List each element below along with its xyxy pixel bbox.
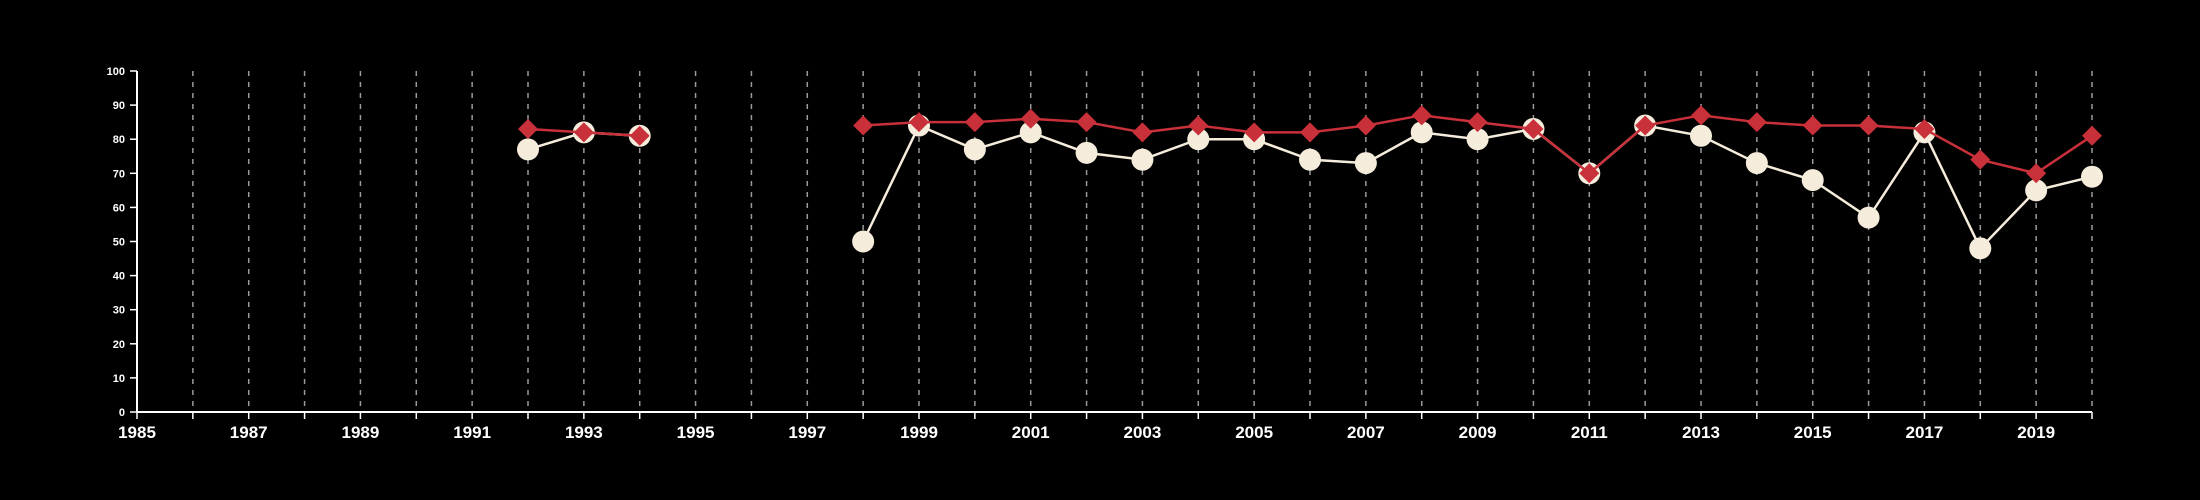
y-tick-label: 100 — [107, 66, 125, 78]
y-tick-label: 20 — [113, 339, 125, 351]
x-tick-label: 2009 — [1459, 423, 1497, 442]
x-tick-label: 1989 — [342, 423, 380, 442]
y-tick-label: 0 — [119, 407, 125, 419]
data-point-diamond — [1020, 108, 1041, 129]
data-point-circle — [2025, 179, 2048, 202]
data-point-circle — [1075, 141, 1098, 164]
x-tick-label: 2013 — [1682, 423, 1720, 442]
x-tick-label: 2005 — [1235, 423, 1273, 442]
series-diamond — [518, 105, 2102, 184]
data-point-diamond — [1746, 112, 1767, 133]
data-point-circle — [1969, 237, 1992, 260]
data-point-diamond — [1188, 115, 1209, 136]
data-point-diamond — [1579, 163, 1600, 184]
x-tick-label: 1987 — [230, 423, 268, 442]
data-point-circle — [852, 230, 875, 253]
y-tick-label: 30 — [113, 305, 125, 317]
data-point-circle — [963, 138, 986, 161]
data-point-diamond — [1076, 112, 1097, 133]
x-tick-label: 1993 — [565, 423, 603, 442]
data-point-diamond — [1244, 122, 1265, 143]
x-tick-label: 1995 — [677, 423, 715, 442]
data-point-diamond — [518, 118, 538, 139]
y-tick-label: 70 — [113, 168, 125, 180]
x-tick-label: 2011 — [1571, 423, 1608, 442]
data-point-diamond — [629, 125, 650, 146]
data-point-diamond — [1467, 112, 1488, 133]
data-point-circle — [1187, 128, 1210, 151]
x-tick-label: 1985 — [118, 423, 156, 442]
data-point-circle — [1354, 152, 1377, 175]
data-point-circle — [1857, 206, 1880, 229]
x-tick-label: 2007 — [1347, 423, 1385, 442]
data-point-circle — [1019, 121, 1042, 144]
x-tick-label: 2001 — [1012, 423, 1050, 442]
y-tick-label: 50 — [113, 237, 125, 249]
data-point-diamond — [1858, 115, 1879, 136]
data-point-diamond — [573, 122, 594, 143]
data-point-diamond — [1132, 122, 1153, 143]
data-point-circle — [2081, 165, 2103, 188]
series-circle — [517, 114, 2103, 260]
x-tick-label: 1997 — [788, 423, 826, 442]
data-point-diamond — [1355, 115, 1376, 136]
data-point-diamond — [964, 112, 985, 133]
data-point-circle — [1745, 152, 1768, 175]
axes: 0 10 20 30 40 50 60 70 80 90 100 1985 1987 1989 1991 19… — [107, 66, 2093, 442]
data-point-circle — [1131, 148, 1154, 171]
x-tick-label: 2017 — [1906, 423, 1944, 442]
data-point-diamond — [909, 112, 929, 133]
x-tick-label: 2003 — [1124, 423, 1162, 442]
data-point-diamond — [1970, 149, 1991, 170]
x-tick-label: 2015 — [1794, 423, 1832, 442]
y-tick-label: 60 — [113, 202, 125, 214]
y-tick-label: 10 — [113, 373, 125, 385]
x-tick-label: 1991 — [453, 423, 491, 442]
data-point-circle — [1410, 121, 1433, 144]
x-tick-label: 2019 — [2017, 423, 2055, 442]
data-point-diamond — [1635, 115, 1656, 136]
data-point-circle — [1299, 148, 1321, 171]
data-point-diamond — [853, 115, 874, 136]
data-point-diamond — [1300, 122, 1320, 143]
y-tick-label: 80 — [113, 134, 125, 146]
data-point-diamond — [1802, 115, 1823, 136]
data-point-diamond — [1523, 118, 1544, 139]
data-point-circle — [517, 138, 539, 161]
data-point-diamond — [2026, 163, 2047, 184]
data-point-diamond — [2082, 125, 2102, 146]
data-point-diamond — [1691, 105, 1711, 126]
data-point-circle — [1690, 124, 1712, 147]
y-tick-label: 40 — [113, 271, 125, 283]
data-point-circle — [1466, 128, 1489, 151]
y-tick-label: 90 — [113, 100, 125, 112]
data-point-diamond — [1411, 105, 1432, 126]
series-layer — [517, 105, 2103, 260]
data-point-diamond — [1914, 118, 1935, 139]
x-tick-label: 1999 — [900, 423, 938, 442]
data-point-circle — [1801, 169, 1824, 192]
